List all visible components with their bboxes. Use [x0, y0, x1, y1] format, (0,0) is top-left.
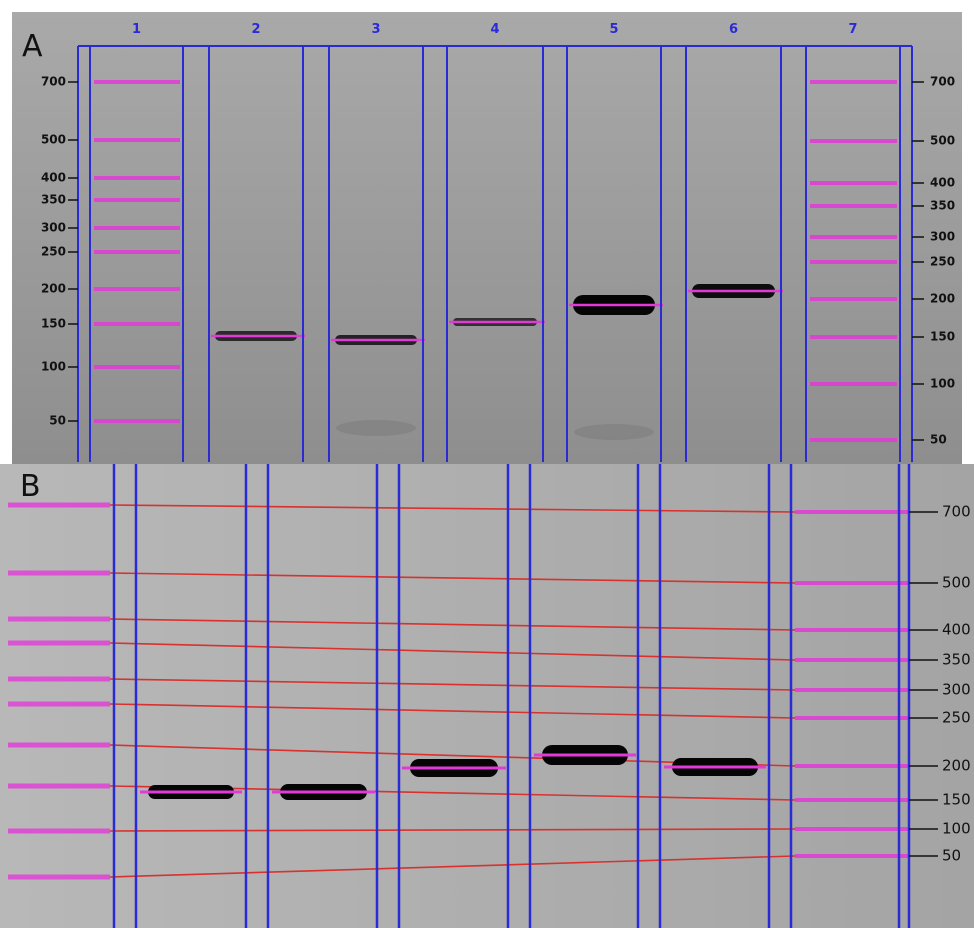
- size-label: 500: [942, 574, 971, 592]
- size-label: 100: [41, 360, 66, 374]
- size-label: 700: [942, 503, 971, 521]
- size-label: 200: [930, 292, 955, 306]
- size-label: 350: [942, 651, 971, 669]
- size-label: 150: [930, 330, 955, 344]
- size-label: 300: [942, 681, 971, 699]
- size-label: 150: [942, 791, 971, 809]
- size-label: 500: [930, 134, 955, 148]
- size-label: 200: [41, 282, 66, 296]
- size-label: 150: [41, 317, 66, 331]
- gel-figure: A B 1 2 3 4 5 6 7 700 500 400 350 300 250 200 150 100 50…: [0, 0, 974, 928]
- size-label: 700: [41, 75, 66, 89]
- size-label: 50: [49, 414, 66, 428]
- size-label: 400: [41, 171, 66, 185]
- size-label: 50: [942, 847, 961, 865]
- size-label: 700: [930, 75, 955, 89]
- size-label: 400: [942, 621, 971, 639]
- size-label: 400: [930, 176, 955, 190]
- size-label: 300: [930, 230, 955, 244]
- panel-label: B: [20, 469, 41, 504]
- size-label: 200: [942, 757, 971, 775]
- size-label: 100: [942, 820, 971, 838]
- lane-number: 3: [371, 22, 380, 37]
- lane-number: 7: [848, 22, 857, 37]
- size-label: 350: [930, 199, 955, 213]
- size-label: 250: [942, 709, 971, 727]
- lane-number: 4: [490, 22, 499, 37]
- faint-band: [574, 424, 654, 440]
- size-label: 100: [930, 377, 955, 391]
- lane-number: 1: [132, 22, 141, 37]
- lane-number: 6: [729, 22, 738, 37]
- lane-number: 2: [251, 22, 260, 37]
- size-label: 50: [930, 433, 947, 447]
- size-label: 250: [930, 255, 955, 269]
- panel-label: A: [22, 29, 43, 64]
- size-label: 250: [41, 245, 66, 259]
- size-label: 300: [41, 221, 66, 235]
- size-label: 500: [41, 133, 66, 147]
- faint-band: [336, 420, 416, 436]
- size-label: 350: [41, 193, 66, 207]
- lane-number: 5: [609, 22, 618, 37]
- panel-b-background: [0, 464, 974, 928]
